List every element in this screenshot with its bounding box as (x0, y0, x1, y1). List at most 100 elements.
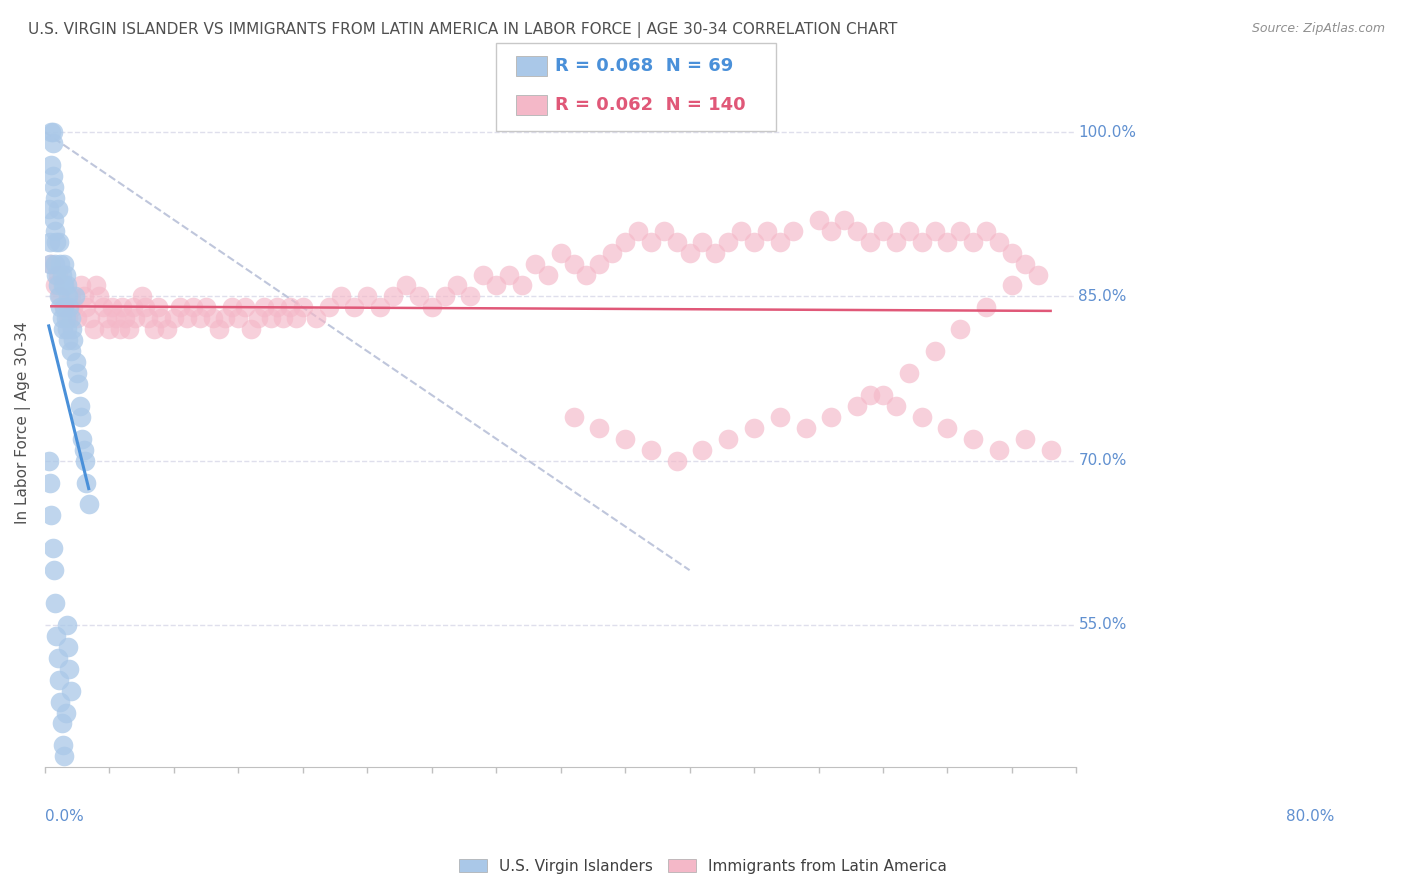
Point (627, 224, 650, 238)
Point (41, 136, 63, 150)
Point (240, 322, 263, 336)
Point (56, 289, 79, 303)
Point (433, 289, 456, 303)
Point (56, 322, 79, 336)
Point (730, 224, 752, 238)
Point (56, 278, 79, 293)
Point (924, 224, 946, 238)
Point (523, 256, 546, 270)
Point (859, 235, 882, 249)
Text: 80.0%: 80.0% (1286, 809, 1334, 823)
Point (820, 224, 842, 238)
Point (382, 289, 405, 303)
Point (134, 301, 156, 315)
Point (52, 278, 75, 293)
Point (67, 377, 90, 392)
Point (924, 344, 946, 359)
Point (188, 311, 211, 326)
Point (575, 268, 598, 282)
Point (42, 180, 65, 194)
Point (41, 541, 63, 556)
Point (195, 301, 218, 315)
Point (38, 202, 60, 216)
Point (420, 301, 443, 315)
Text: 55.0%: 55.0% (1078, 617, 1126, 632)
Point (614, 432, 637, 446)
Point (949, 224, 972, 238)
Point (53, 301, 76, 315)
Point (974, 224, 997, 238)
Point (1026, 268, 1049, 282)
Point (356, 289, 378, 303)
Point (83, 322, 105, 336)
Point (49, 695, 72, 709)
Point (59, 344, 82, 359)
Point (794, 421, 817, 435)
Point (52, 322, 75, 336)
Point (53, 749, 76, 764)
Text: Source: ZipAtlas.com: Source: ZipAtlas.com (1251, 22, 1385, 36)
Point (1001, 245, 1024, 260)
Point (988, 235, 1011, 249)
Point (266, 301, 288, 315)
Point (911, 235, 934, 249)
Point (49, 289, 72, 303)
Point (41, 508, 63, 523)
Point (962, 432, 984, 446)
Point (278, 301, 301, 315)
Point (498, 268, 520, 282)
Point (485, 278, 508, 293)
Point (51, 311, 73, 326)
Point (38, 453, 60, 467)
Point (1039, 442, 1062, 457)
Point (51, 716, 73, 731)
Point (911, 409, 934, 424)
Y-axis label: In Labor Force | Age 30-34: In Labor Force | Age 30-34 (15, 321, 31, 524)
Point (73, 453, 96, 467)
Point (169, 301, 191, 315)
Point (60, 322, 83, 336)
Point (285, 311, 308, 326)
Point (98, 322, 121, 336)
Point (46, 202, 69, 216)
Point (70, 409, 93, 424)
Point (395, 278, 418, 293)
Point (665, 235, 688, 249)
Point (156, 322, 179, 336)
Point (717, 235, 740, 249)
Point (305, 311, 328, 326)
Point (79, 311, 101, 326)
Text: R = 0.068  N = 69: R = 0.068 N = 69 (555, 57, 734, 75)
Point (692, 442, 714, 457)
Point (66, 311, 89, 326)
Text: U.S. VIRGIN ISLANDER VS IMMIGRANTS FROM LATIN AMERICA IN LABOR FORCE | AGE 30-34: U.S. VIRGIN ISLANDER VS IMMIGRANTS FROM … (28, 22, 897, 38)
Point (39, 256, 62, 270)
Point (87, 289, 110, 303)
Point (53, 256, 76, 270)
Point (368, 301, 391, 315)
Point (55, 268, 77, 282)
Point (176, 311, 198, 326)
Point (42, 212, 65, 227)
Point (44, 278, 66, 293)
Point (59, 311, 82, 326)
Point (41, 125, 63, 139)
Point (742, 235, 765, 249)
Point (769, 409, 792, 424)
Point (58, 301, 80, 315)
Point (974, 301, 997, 315)
Point (41, 169, 63, 183)
Point (39, 235, 62, 249)
Point (859, 388, 882, 402)
Point (55, 311, 77, 326)
Point (63, 289, 86, 303)
Text: 0.0%: 0.0% (45, 809, 83, 823)
Point (59, 289, 82, 303)
Point (77, 498, 100, 512)
Point (226, 311, 249, 326)
Point (49, 256, 72, 270)
Point (446, 278, 468, 293)
Point (936, 421, 959, 435)
Point (44, 596, 66, 610)
Point (114, 311, 136, 326)
